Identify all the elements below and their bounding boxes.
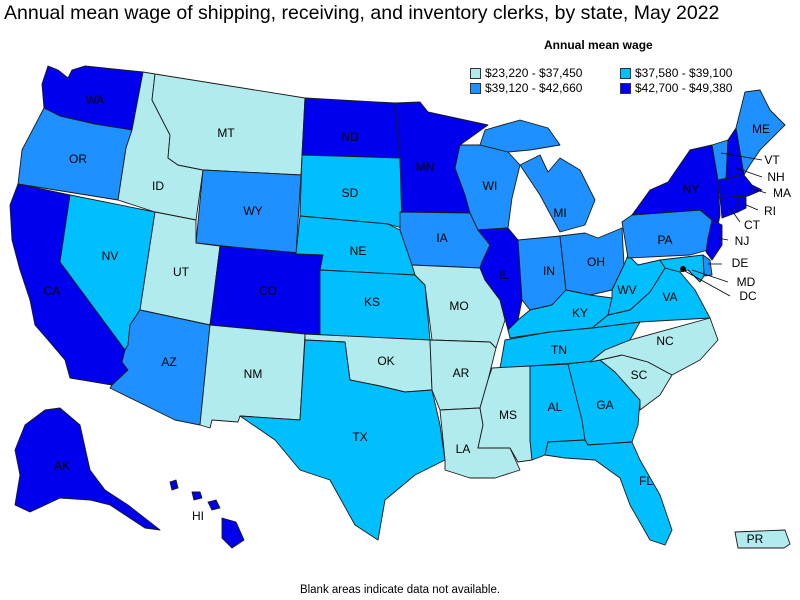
state-label-ar: AR xyxy=(453,366,470,380)
leader-ri xyxy=(743,203,759,211)
state-nc[interactable] xyxy=(589,317,719,376)
state-ma[interactable] xyxy=(717,174,763,199)
footnote: Blank areas indicate data not available. xyxy=(299,584,501,596)
state-mi[interactable] xyxy=(479,119,596,233)
state-label-nv: NV xyxy=(102,249,119,263)
state-label-id: ID xyxy=(152,179,164,193)
legend-swatch-2 xyxy=(620,67,631,79)
state-ri[interactable] xyxy=(737,196,747,213)
state-me[interactable] xyxy=(735,89,786,176)
map-title: Annual mean wage of shipping, receiving,… xyxy=(4,2,720,24)
state-label-mo: MO xyxy=(449,299,468,313)
state-label-vt: VT xyxy=(764,153,780,167)
state-label-ut: UT xyxy=(173,265,190,279)
leader-vt xyxy=(720,152,763,161)
state-hi[interactable] xyxy=(169,479,245,549)
state-nd[interactable] xyxy=(301,97,401,159)
state-label-pa: PA xyxy=(657,233,672,247)
state-il[interactable] xyxy=(477,227,523,331)
legend-item-3: $39,120 - $42,660 xyxy=(470,81,582,95)
leader-ma xyxy=(749,187,767,194)
state-label-nm: NM xyxy=(244,367,263,381)
legend-label-3: $39,120 - $42,660 xyxy=(485,81,583,95)
legend-title: Annual mean wage xyxy=(544,38,653,52)
state-label-tx: TX xyxy=(352,430,367,444)
state-label-or: OR xyxy=(69,152,87,166)
state-label-de: DE xyxy=(732,256,749,270)
state-label-sd: SD xyxy=(342,186,359,200)
legend-label-2: $37,580 - $39,100 xyxy=(635,66,733,80)
state-label-nh: NH xyxy=(767,170,784,184)
state-label-mn: MN xyxy=(416,160,435,174)
state-label-nj: NJ xyxy=(735,234,750,248)
legend-label-1: $23,220 - $37,450 xyxy=(485,66,583,80)
state-pr[interactable] xyxy=(734,529,791,549)
state-label-oh: OH xyxy=(587,255,605,269)
legend-swatch-3 xyxy=(470,82,481,94)
state-label-wa: WA xyxy=(86,93,105,107)
leader-ct xyxy=(729,207,741,223)
state-label-ma: MA xyxy=(773,186,791,200)
state-label-wy: WY xyxy=(243,204,262,218)
leader-dc xyxy=(682,269,731,297)
state-label-ny: NY xyxy=(683,182,700,196)
leader-nh xyxy=(735,167,763,178)
state-label-wi: WI xyxy=(483,179,498,193)
leader-nj xyxy=(717,237,729,241)
state-label-fl: FL xyxy=(639,474,653,488)
state-label-ne: NE xyxy=(350,244,367,258)
leader-md xyxy=(691,269,729,283)
state-label-nd: ND xyxy=(341,130,359,144)
state-label-nc: NC xyxy=(656,334,674,348)
legend-item-2: $37,580 - $39,100 xyxy=(620,66,732,80)
state-nj[interactable] xyxy=(705,219,723,261)
state-label-tn: TN xyxy=(551,343,567,357)
state-label-hi: HI xyxy=(192,509,204,523)
state-label-me: ME xyxy=(752,122,770,136)
state-label-dc: DC xyxy=(739,289,757,303)
state-label-ri: RI xyxy=(764,204,776,218)
state-label-ga: GA xyxy=(596,398,613,412)
legend-swatch-1 xyxy=(470,67,481,79)
state-tx[interactable] xyxy=(239,339,446,541)
state-label-ks: KS xyxy=(364,295,380,309)
state-label-sc: SC xyxy=(631,368,648,382)
state-label-ak: AK xyxy=(54,459,70,473)
state-fl[interactable] xyxy=(544,439,673,546)
state-label-la: LA xyxy=(456,442,471,456)
state-label-ct: CT xyxy=(744,218,761,232)
state-label-ky: KY xyxy=(572,306,588,320)
state-sd[interactable] xyxy=(299,154,403,229)
state-label-ca: CA xyxy=(44,284,61,298)
state-label-al: AL xyxy=(548,400,563,414)
state-label-ia: IA xyxy=(436,231,447,245)
state-label-wv: WV xyxy=(617,283,636,297)
state-label-in: IN xyxy=(543,264,555,278)
state-ks[interactable] xyxy=(319,269,431,341)
state-label-az: AZ xyxy=(161,355,176,369)
state-label-ms: MS xyxy=(499,408,517,422)
state-label-pr: PR xyxy=(747,532,764,546)
legend-label-4: $42,700 - $49,380 xyxy=(635,81,733,95)
legend-item-4: $42,700 - $49,380 xyxy=(620,81,732,95)
legend-item-1: $23,220 - $37,450 xyxy=(470,66,582,80)
state-label-md: MD xyxy=(737,275,756,289)
state-label-va: VA xyxy=(662,290,677,304)
state-ak[interactable] xyxy=(14,407,161,531)
state-label-ok: OK xyxy=(377,354,394,368)
state-label-il: IL xyxy=(499,268,509,282)
state-label-mt: MT xyxy=(217,126,235,140)
legend-swatch-4 xyxy=(620,82,631,94)
state-label-mi: MI xyxy=(553,206,566,220)
dc-marker xyxy=(680,266,686,272)
state-mt[interactable] xyxy=(151,73,306,176)
state-label-co: CO xyxy=(259,284,277,298)
